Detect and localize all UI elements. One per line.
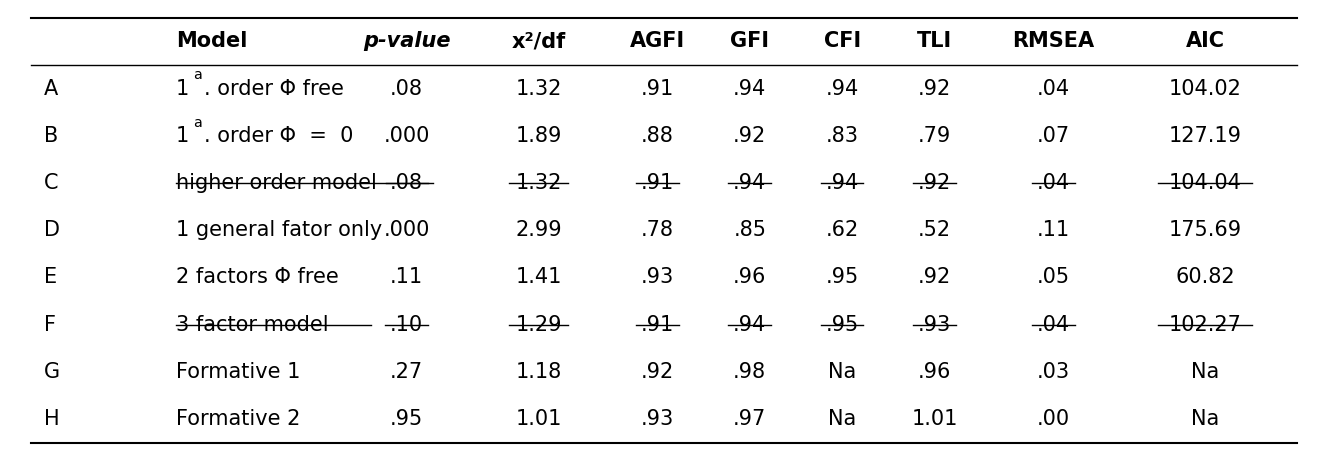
- Text: .94: .94: [733, 315, 766, 335]
- Text: Formative 2: Formative 2: [175, 409, 300, 429]
- Text: 1 general fator only: 1 general fator only: [175, 220, 382, 240]
- Text: .95: .95: [826, 315, 859, 335]
- Text: .95: .95: [390, 409, 424, 429]
- Text: Formative 1: Formative 1: [175, 362, 300, 382]
- Text: 2.99: 2.99: [515, 220, 562, 240]
- Text: Na: Na: [1191, 362, 1219, 382]
- Text: 1: 1: [175, 79, 189, 99]
- Text: 1: 1: [175, 126, 189, 146]
- Text: B: B: [44, 126, 58, 146]
- Text: .92: .92: [918, 267, 951, 287]
- Text: .88: .88: [641, 126, 673, 146]
- Text: 1.18: 1.18: [515, 362, 562, 382]
- Text: .03: .03: [1037, 362, 1070, 382]
- Text: x²/df: x²/df: [511, 32, 566, 52]
- Text: .85: .85: [733, 220, 766, 240]
- Text: .04: .04: [1037, 315, 1070, 335]
- Text: .92: .92: [918, 173, 951, 193]
- Text: 1.89: 1.89: [515, 126, 562, 146]
- Text: 127.19: 127.19: [1169, 126, 1242, 146]
- Text: Na: Na: [829, 362, 857, 382]
- Text: 1.41: 1.41: [515, 267, 562, 287]
- Text: a: a: [193, 68, 202, 82]
- Text: .98: .98: [733, 362, 766, 382]
- Text: 104.02: 104.02: [1169, 79, 1242, 99]
- Text: .93: .93: [641, 267, 675, 287]
- Text: a: a: [193, 116, 202, 130]
- Text: .94: .94: [733, 173, 766, 193]
- Text: 175.69: 175.69: [1169, 220, 1242, 240]
- Text: .92: .92: [641, 362, 675, 382]
- Text: .95: .95: [826, 267, 859, 287]
- Text: 1.29: 1.29: [515, 315, 562, 335]
- Text: .11: .11: [390, 267, 424, 287]
- Text: TLI: TLI: [916, 32, 952, 52]
- Text: .27: .27: [390, 362, 424, 382]
- Text: 60.82: 60.82: [1175, 267, 1235, 287]
- Text: .91: .91: [641, 315, 675, 335]
- Text: .91: .91: [641, 79, 675, 99]
- Text: 104.04: 104.04: [1169, 173, 1242, 193]
- Text: .92: .92: [918, 79, 951, 99]
- Text: .08: .08: [390, 79, 424, 99]
- Text: .11: .11: [1037, 220, 1070, 240]
- Text: .04: .04: [1037, 173, 1070, 193]
- Text: p-value: p-value: [363, 32, 450, 52]
- Text: Model: Model: [175, 32, 247, 52]
- Text: higher order model: higher order model: [175, 173, 377, 193]
- Text: . order Φ free: . order Φ free: [205, 79, 344, 99]
- Text: .000: .000: [384, 126, 430, 146]
- Text: Na: Na: [829, 409, 857, 429]
- Text: 1.01: 1.01: [911, 409, 957, 429]
- Text: E: E: [44, 267, 57, 287]
- Text: .79: .79: [918, 126, 951, 146]
- Text: .92: .92: [733, 126, 766, 146]
- Text: 1.32: 1.32: [515, 79, 562, 99]
- Text: .10: .10: [390, 315, 424, 335]
- Text: .93: .93: [918, 315, 951, 335]
- Text: 2 factors Φ free: 2 factors Φ free: [175, 267, 339, 287]
- Text: 1.01: 1.01: [515, 409, 562, 429]
- Text: .62: .62: [826, 220, 859, 240]
- Text: A: A: [44, 79, 58, 99]
- Text: RMSEA: RMSEA: [1012, 32, 1094, 52]
- Text: .07: .07: [1037, 126, 1070, 146]
- Text: .78: .78: [641, 220, 673, 240]
- Text: C: C: [44, 173, 58, 193]
- Text: CFI: CFI: [823, 32, 861, 52]
- Text: .94: .94: [826, 79, 859, 99]
- Text: .93: .93: [641, 409, 675, 429]
- Text: . order Φ  =  0: . order Φ = 0: [205, 126, 353, 146]
- Text: 1.32: 1.32: [515, 173, 562, 193]
- Text: .08: .08: [390, 173, 424, 193]
- Text: .94: .94: [826, 173, 859, 193]
- Text: F: F: [44, 315, 56, 335]
- Text: .04: .04: [1037, 79, 1070, 99]
- Text: .96: .96: [733, 267, 766, 287]
- Text: G: G: [44, 362, 60, 382]
- Text: .00: .00: [1037, 409, 1070, 429]
- Text: .83: .83: [826, 126, 859, 146]
- Text: .05: .05: [1037, 267, 1070, 287]
- Text: .000: .000: [384, 220, 430, 240]
- Text: .97: .97: [733, 409, 766, 429]
- Text: AIC: AIC: [1186, 32, 1224, 52]
- Text: AGFI: AGFI: [629, 32, 685, 52]
- Text: GFI: GFI: [730, 32, 769, 52]
- Text: D: D: [44, 220, 60, 240]
- Text: 102.27: 102.27: [1169, 315, 1242, 335]
- Text: .94: .94: [733, 79, 766, 99]
- Text: .96: .96: [918, 362, 951, 382]
- Text: Na: Na: [1191, 409, 1219, 429]
- Text: 3 factor model: 3 factor model: [175, 315, 328, 335]
- Text: .91: .91: [641, 173, 675, 193]
- Text: .52: .52: [918, 220, 951, 240]
- Text: H: H: [44, 409, 60, 429]
